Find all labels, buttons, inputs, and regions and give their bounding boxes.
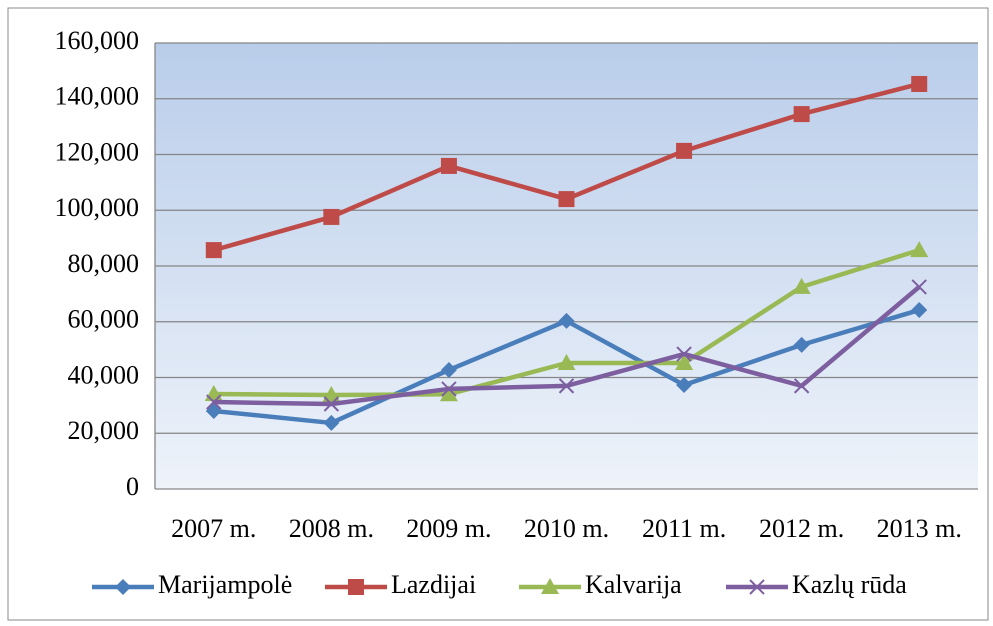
legend-label: Kazlų rūda — [792, 570, 907, 599]
marker — [323, 414, 340, 431]
legend-label: Kalvarija — [585, 570, 682, 599]
y-tick-label: 80,000 — [68, 249, 140, 278]
x-tick-label: 2009 m. — [406, 514, 491, 543]
marker — [793, 378, 810, 394]
legend-item: Kazlų rūda — [726, 570, 907, 599]
legend-item: Kalvarija — [519, 570, 682, 599]
marker — [441, 381, 457, 397]
marker — [676, 142, 693, 159]
legend-label: Lazdijai — [391, 570, 476, 599]
y-tick-label: 20,000 — [68, 416, 140, 445]
marker — [557, 354, 576, 371]
marker — [323, 396, 340, 412]
legend-item: Lazdijai — [325, 570, 476, 599]
y-tick-label: 160,000 — [55, 26, 140, 55]
marker — [322, 386, 341, 403]
x-tick-label: 2012 m. — [759, 514, 844, 543]
marker — [115, 579, 131, 595]
marker — [541, 578, 559, 594]
x-tick-label: 2011 m. — [642, 514, 726, 543]
marker — [205, 242, 222, 259]
marker — [440, 361, 457, 378]
y-tick-label: 0 — [126, 472, 139, 501]
marker — [558, 378, 575, 394]
legend-item: Marijampolė — [92, 570, 292, 599]
marker — [558, 191, 575, 208]
marker — [911, 302, 928, 319]
marker — [440, 157, 457, 174]
marker — [323, 208, 340, 225]
marker — [910, 241, 929, 258]
marker — [749, 579, 765, 595]
legend-label: Marijampolė — [158, 570, 292, 599]
marker — [439, 385, 458, 402]
x-tick-label: 2010 m. — [524, 514, 609, 543]
marker — [206, 394, 222, 410]
y-tick-label: 40,000 — [68, 360, 140, 389]
marker — [911, 279, 927, 295]
x-tick-label: 2013 m. — [877, 514, 962, 543]
y-tick-label: 100,000 — [55, 193, 140, 222]
x-tick-label: 2007 m. — [171, 514, 256, 543]
x-tick-label: 2008 m. — [289, 514, 374, 543]
marker — [676, 346, 692, 362]
marker — [792, 277, 811, 294]
marker — [793, 336, 810, 353]
y-tick-label: 120,000 — [55, 137, 140, 166]
marker — [348, 579, 364, 595]
marker — [558, 312, 575, 329]
y-tick-label: 140,000 — [55, 82, 140, 111]
marker — [911, 75, 928, 92]
marker — [793, 106, 810, 123]
marker — [676, 377, 693, 394]
marker — [675, 354, 694, 371]
y-tick-label: 60,000 — [68, 305, 140, 334]
